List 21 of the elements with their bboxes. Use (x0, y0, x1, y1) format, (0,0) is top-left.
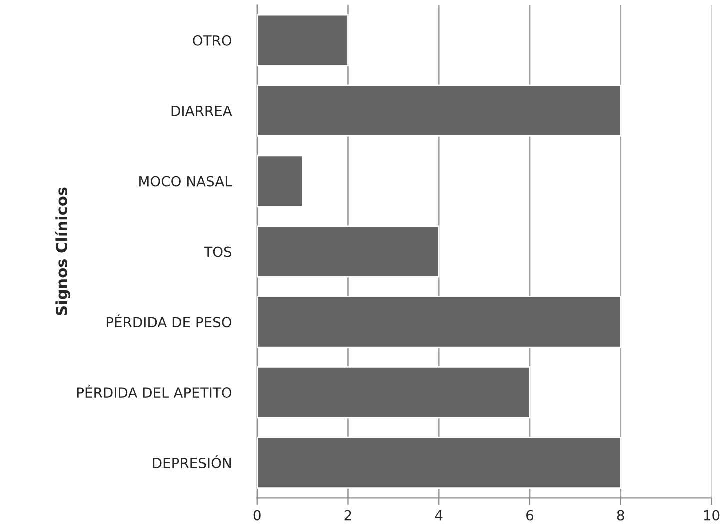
bar (257, 155, 304, 208)
y-tick-label: PÉRDIDA DEL APETITO (77, 385, 232, 398)
x-tick-label: 6 (526, 510, 534, 521)
bar (257, 296, 622, 348)
y-tick-label: MOCO NASAL (140, 176, 232, 187)
x-tick-label: 8 (617, 510, 624, 521)
y-axis-title: Signos Clínicos (55, 188, 71, 316)
x-tick-label: 0 (254, 510, 261, 521)
y-tick-label: DEPRESIÓN (153, 455, 231, 468)
bar (257, 226, 440, 278)
y-tick-label: OTRO (193, 35, 232, 46)
bar (257, 366, 531, 419)
bar (257, 84, 622, 137)
bar (257, 14, 349, 67)
y-tick-label: DIARREA (172, 106, 232, 116)
bar (257, 436, 622, 490)
x-tick-label: 10 (704, 510, 720, 521)
y-tick-label: PÉRDIDA DE PESO (106, 314, 232, 328)
x-tick-label: 4 (435, 510, 443, 521)
x-tick-label: 2 (344, 510, 352, 521)
y-tick-label: TOS (204, 246, 232, 258)
